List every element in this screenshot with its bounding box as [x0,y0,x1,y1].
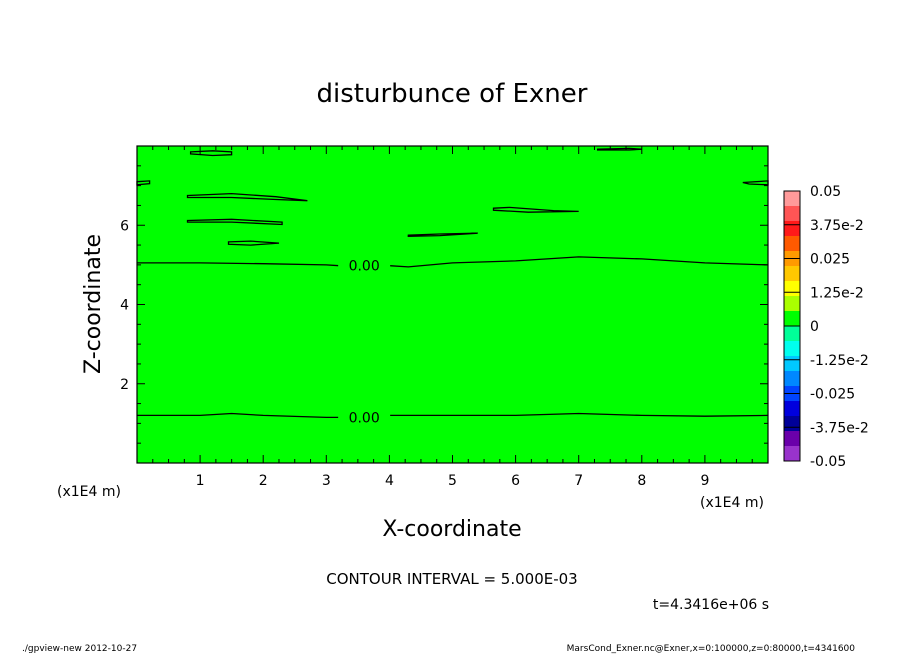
plot-area: 0.00 0.00 1 2 3 4 5 6 7 8 9 2 4 6 [120,145,769,489]
contour-label: 0.00 [349,259,380,275]
y-unit-label: (x1E4 m) [57,484,121,500]
closed-contour [407,232,478,237]
contour-label-bg [338,408,391,427]
colorbar-swatch [784,326,800,342]
colorbar: 0.05 3.75e-2 0.025 1.25e-2 0 -1.25e-2 -0.025 -3… [783,184,869,470]
x-tick-label: 8 [637,473,646,489]
colorbar-swatch [784,266,800,282]
colorbar-label: -0.05 [810,454,846,470]
contour-label-bg [338,256,391,275]
colorbar-swatch [784,281,800,297]
colorbar-label: -0.025 [810,387,855,403]
closed-contour [189,150,233,157]
colorbar-swatch [784,341,800,357]
colorbar-swatch [784,236,800,252]
x-tick-label: 2 [259,473,268,489]
y-tick-label: 6 [120,218,129,234]
colorbar-swatch [784,416,800,432]
closed-contour [186,218,283,226]
colorbar-label: 0.025 [810,252,850,268]
closed-contour [492,206,579,213]
x-tick-label: 6 [511,473,520,489]
footer-left: ./gpview-new 2012-10-27 [22,644,137,654]
colorbar-swatch [784,191,800,207]
y-tick-label: 2 [120,377,129,393]
x-tick-label: 5 [448,473,457,489]
contour-fill [137,146,768,463]
x-unit-label: (x1E4 m) [700,495,764,511]
closed-contour [186,192,308,202]
colorbar-swatch [784,401,800,417]
colorbar-swatch [784,221,800,237]
colorbar-swatch [784,371,800,387]
closed-contour [227,240,280,246]
colorbar-swatch [784,311,800,327]
closed-contour [596,147,642,151]
colorbar-label: -1.25e-2 [810,353,869,369]
x-axis-title: X-coordinate [382,517,521,542]
contour-label: 0.00 [349,410,380,426]
colorbar-swatch [784,431,800,447]
colorbar-swatch [784,446,800,462]
x-tick-label: 9 [700,473,709,489]
footer-right: MarsCond_Exner.nc@Exner,x=0:100000,z=0:8… [567,644,856,654]
colorbar-label: 1.25e-2 [810,285,864,301]
y-axis-title: Z-coordinate [81,234,106,374]
colorbar-label: -3.75e-2 [810,420,869,436]
colorbar-swatch [784,356,800,372]
contour-interval-text: CONTOUR INTERVAL = 5.000E-03 [326,570,577,588]
colorbar-swatch [784,206,800,222]
colorbar-swatch [784,296,800,312]
closed-contour [136,180,151,186]
time-text: t=4.3416e+06 s [653,597,769,613]
chart-title: disturbunce of Exner [317,79,588,109]
colorbar-label: 3.75e-2 [810,218,864,234]
x-tick-label: 4 [385,473,394,489]
colorbar-label: 0.05 [810,184,841,200]
y-tick-label: 4 [120,298,129,314]
zero-contour-line [137,256,769,268]
colorbar-label: 0 [810,319,819,335]
x-tick-label: 7 [574,473,583,489]
x-tick-label: 3 [322,473,331,489]
x-tick-label: 1 [196,473,205,489]
